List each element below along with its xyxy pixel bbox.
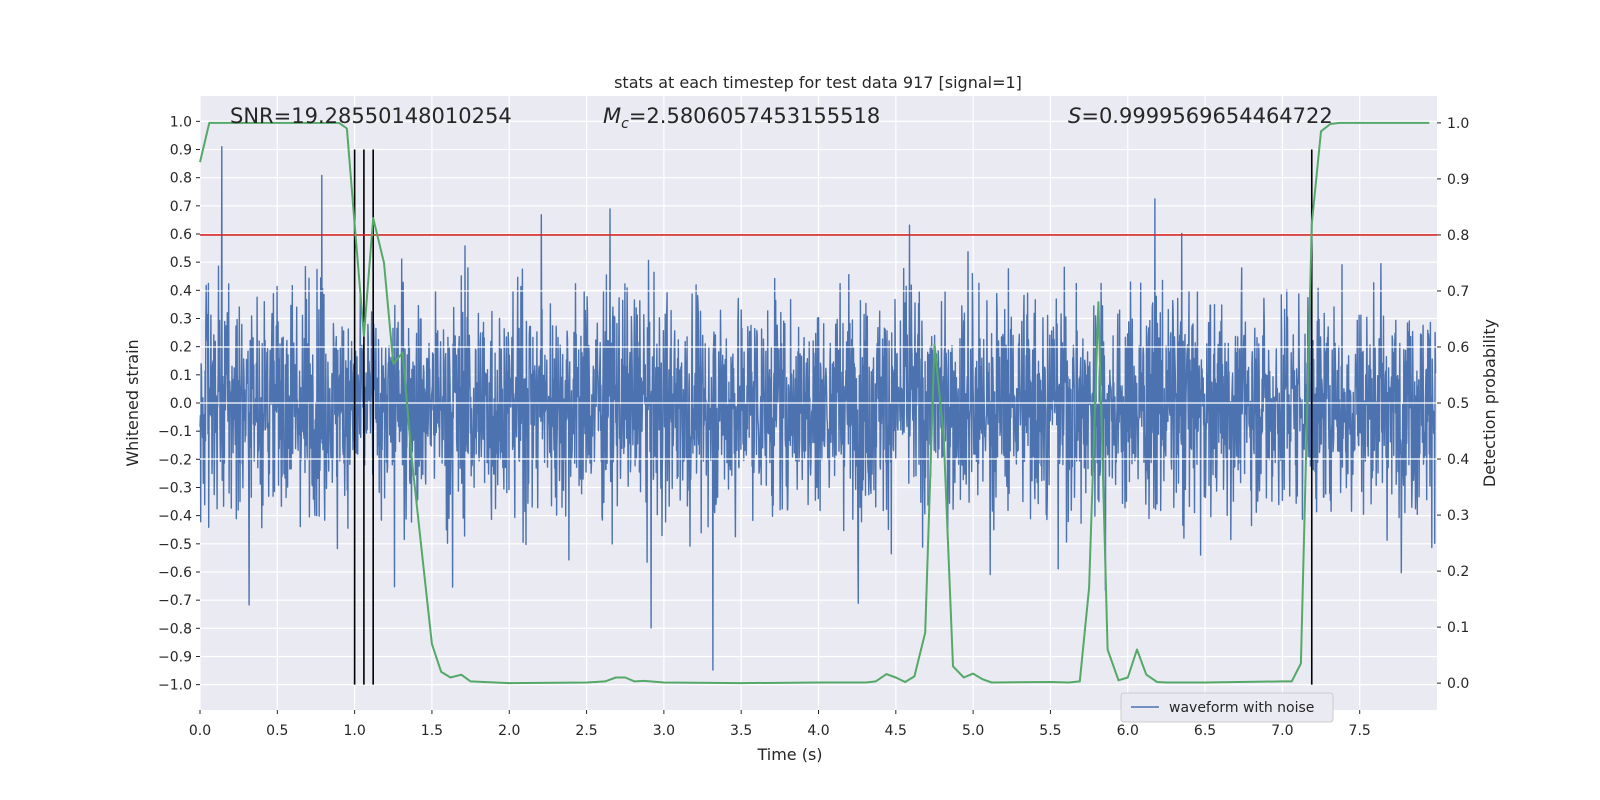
chirp-mass-annotation: Mc=2.5806057453155518: [603, 104, 880, 132]
y-tick-label: −0.2: [158, 452, 192, 468]
y-tick-label: 0.4: [170, 283, 192, 299]
x-tick-label: 2.0: [498, 723, 520, 739]
y2-tick-label: 0.4: [1447, 452, 1469, 468]
x-tick-label: 0.5: [266, 723, 288, 739]
chirp-mass-subscript: c: [621, 116, 629, 132]
legend: waveform with noise: [1120, 692, 1334, 723]
y-tick-label: 0.1: [170, 368, 192, 384]
x-tick-label: 7.5: [1349, 723, 1371, 739]
x-tick-label: 6.5: [1194, 723, 1216, 739]
y-tick-label: −0.1: [158, 424, 192, 440]
x-tick-label: 1.0: [343, 723, 365, 739]
x-tick-labels: 0.0 0.5 1.0 1.5 2.0 2.5 3.0 3.5 4.0 4.5 5.0 5.5 6.0 6…: [189, 710, 1371, 739]
chirp-mass-value: =2.5806057453155518: [629, 104, 880, 128]
x-tick-label: 0.0: [189, 723, 211, 739]
y2-tick-label: 0.2: [1447, 564, 1469, 580]
y2-tick-label: 0.9: [1447, 172, 1469, 188]
detection-probability-line: [199, 121, 1430, 685]
y2-tick-labels: 1.0 0.9 0.8 0.7 0.6 0.5 0.4 0.3 0.2 0.1 0.0: [1437, 116, 1469, 692]
y2-axis-label: Detection probability: [1480, 319, 1499, 487]
y2-tick-label: 0.0: [1447, 676, 1469, 692]
y-axis-label: Whitened strain: [123, 339, 142, 466]
x-tick-label: 4.0: [807, 723, 829, 739]
snr-annotation: SNR=19.28550148010254: [230, 104, 512, 128]
y-tick-label: 0.6: [170, 227, 192, 243]
chirp-mass-symbol: M: [603, 104, 621, 128]
x-tick-label: 5.5: [1039, 723, 1061, 739]
x-tick-label: 7.0: [1271, 723, 1293, 739]
y-tick-label: 0.9: [170, 143, 192, 159]
x-tick-label: 1.5: [421, 723, 443, 739]
x-tick-label: 5.0: [962, 723, 984, 739]
y2-tick-label: 1.0: [1447, 116, 1469, 132]
x-tick-label: 3.5: [730, 723, 752, 739]
x-tick-label: 2.5: [575, 723, 597, 739]
y-tick-label: 0.7: [170, 199, 192, 215]
y-tick-label: −0.9: [158, 649, 192, 665]
y2-tick-label: 0.1: [1447, 620, 1469, 636]
y2-tick-label: 0.3: [1447, 508, 1469, 524]
y-tick-label: 0.2: [170, 340, 192, 356]
score-value: =0.9999569654464722: [1081, 104, 1332, 128]
y-tick-label: 0.5: [170, 255, 192, 271]
y-tick-label: −1.0: [158, 678, 192, 694]
y-tick-label: 0.3: [170, 312, 192, 328]
y2-tick-label: 0.6: [1447, 340, 1469, 356]
legend-label: waveform with noise: [1169, 700, 1314, 716]
y2-tick-label: 0.5: [1447, 396, 1469, 412]
y-tick-label: −0.4: [158, 509, 192, 525]
y-tick-label: 0.0: [170, 396, 192, 412]
x-tick-label: 6.0: [1117, 723, 1139, 739]
x-tick-label: 4.5: [885, 723, 907, 739]
legend-box: [1120, 692, 1334, 723]
y-tick-label: −0.7: [158, 593, 192, 609]
y-tick-label: 1.0: [170, 114, 192, 130]
x-tick-label: 3.0: [653, 723, 675, 739]
y-tick-labels: 1.0 0.9 0.8 0.7 0.6 0.5 0.4 0.3 0.2 0.1 0.0 −0.1 −0.…: [158, 114, 200, 694]
y-tick-label: 0.8: [170, 171, 192, 187]
score-annotation: S=0.9999569654464722: [1068, 104, 1333, 128]
score-symbol: S: [1068, 104, 1081, 128]
x-axis-label: Time (s): [756, 745, 822, 764]
y-tick-label: −0.3: [158, 480, 192, 496]
y2-tick-label: 0.7: [1447, 284, 1469, 300]
detection-probability-series: [199, 121, 1430, 685]
y2-tick-label: 0.8: [1447, 228, 1469, 244]
chart-title: stats at each timestep for test data 917…: [614, 73, 1022, 92]
y-tick-label: −0.8: [158, 621, 192, 637]
y-tick-label: −0.5: [158, 537, 192, 553]
y-tick-label: −0.6: [158, 565, 192, 581]
